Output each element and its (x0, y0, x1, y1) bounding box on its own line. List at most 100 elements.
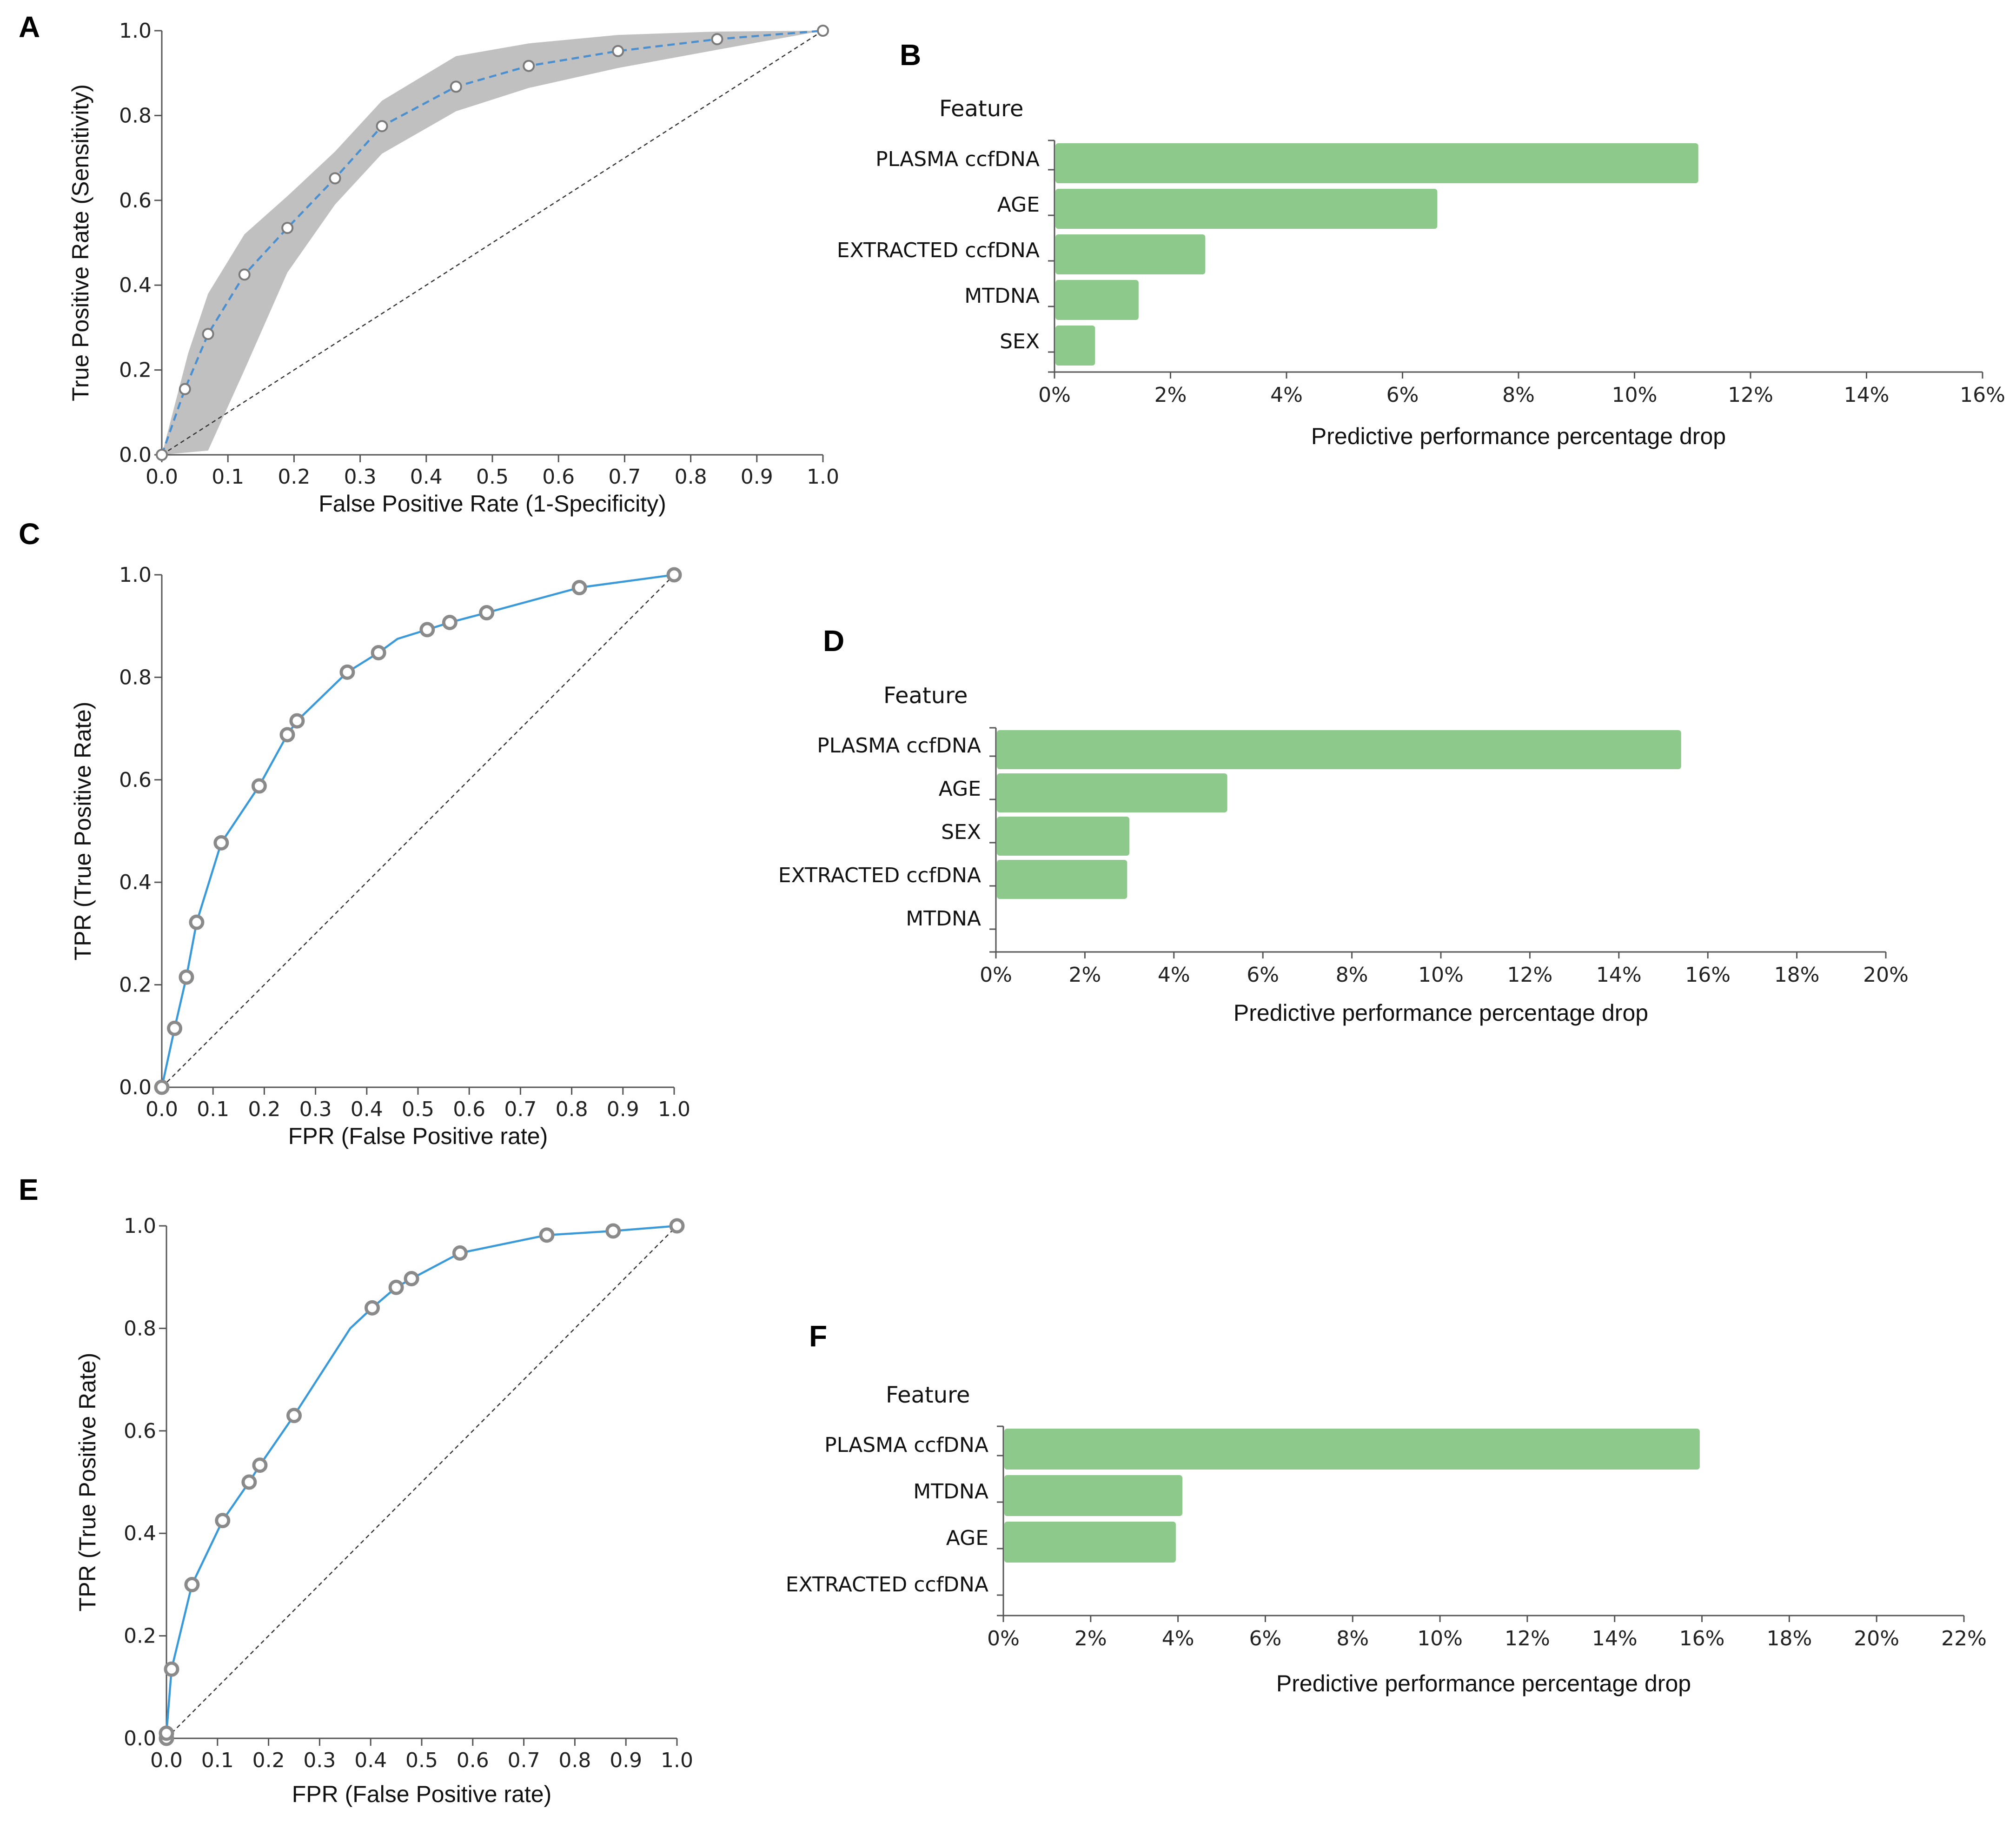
x-tick-label: 0.1 (212, 465, 244, 489)
roc-point (329, 172, 341, 185)
roc-point (419, 622, 435, 638)
y-tick-label: 0.8 (119, 665, 152, 689)
x-tick-label: 14% (1596, 963, 1642, 987)
roc-point (479, 605, 495, 621)
roc-point (817, 25, 829, 37)
feature-bar (997, 773, 1227, 812)
x-tick-label: 0.4 (351, 1098, 383, 1121)
roc-point (241, 1474, 257, 1490)
panel-letter: D (823, 624, 844, 658)
y-axis-title: TPR (True Positive Rate) (74, 1353, 100, 1612)
feature-column-header: Feature (939, 96, 1023, 122)
panel-letter: E (19, 1173, 39, 1206)
roc-point (179, 969, 194, 985)
x-tick-label: 2% (1068, 963, 1101, 987)
x-tick-label: 12% (1507, 963, 1553, 987)
x-tick-label: 0.0 (146, 465, 178, 489)
feature-bar (997, 817, 1130, 856)
feature-bar (1055, 234, 1206, 274)
feature-bar (1055, 143, 1698, 183)
x-axis-title: FPR (False Positive rate) (292, 1781, 551, 1807)
x-tick-label: 0.1 (201, 1749, 234, 1772)
x-tick-label: 0.4 (354, 1749, 387, 1772)
roc-point (289, 713, 305, 729)
roc-point (159, 1725, 174, 1741)
roc-point (184, 1577, 200, 1592)
x-tick-label: 0.7 (508, 1749, 540, 1772)
feature-label: PLASMA ccfDNA (875, 147, 1040, 171)
x-tick-label: 0.4 (410, 465, 443, 489)
roc-point (215, 1513, 231, 1529)
chance-diagonal-line (166, 1225, 677, 1739)
roc-point (571, 580, 587, 596)
x-tick-label: 6% (1247, 963, 1279, 987)
roc-curve-line (165, 1224, 677, 1738)
x-axis-title: FPR (False Positive rate) (288, 1123, 548, 1149)
x-tick-label: 18% (1766, 1627, 1812, 1650)
x-tick-label: 4% (1158, 963, 1190, 987)
y-tick-label: 0.2 (119, 973, 152, 997)
roc-point (371, 645, 386, 661)
x-tick-label: 0.5 (476, 465, 509, 489)
roc-point (156, 449, 168, 461)
y-tick-label: 0.2 (124, 1624, 156, 1648)
roc-point (167, 1020, 183, 1036)
x-tick-label: 0.8 (675, 465, 707, 489)
roc-point (286, 1408, 302, 1424)
x-axis-title: Predictive performance percentage drop (1311, 423, 1726, 449)
y-tick-label: 0.4 (119, 273, 152, 297)
x-tick-label: 0.6 (542, 465, 575, 489)
y-tick-label: 0.0 (119, 443, 152, 467)
x-axis-title: Predictive performance percentage drop (1276, 1670, 1691, 1696)
feature-label: EXTRACTED ccfDNA (837, 239, 1040, 262)
feature-label: SEX (1000, 330, 1040, 353)
x-tick-label: 0.0 (150, 1749, 183, 1772)
x-tick-label: 16% (1960, 383, 2005, 407)
x-tick-label: 10% (1418, 963, 1464, 987)
panel-a-roc-chart: A 0.0 0.1 0.2 0.3 0.4 0.5 0.6 0.7 0.8 0.9 1.0 0.0 0.2… (19, 10, 839, 517)
feature-label: PLASMA ccfDNA (817, 734, 981, 758)
y-tick-label: 0.8 (124, 1317, 156, 1340)
x-tick-label: 1.0 (807, 465, 839, 489)
x-tick-label: 20% (1863, 963, 1909, 987)
x-tick-label: 0.9 (607, 1098, 639, 1121)
x-tick-label: 16% (1679, 1627, 1725, 1650)
roc-point (388, 1279, 404, 1295)
x-tick-label: 0.7 (504, 1098, 537, 1121)
x-tick-label: 4% (1162, 1627, 1194, 1650)
roc-point (189, 914, 205, 930)
roc-point (539, 1227, 555, 1243)
x-tick-label: 0.0 (146, 1098, 178, 1121)
x-tick-label: 6% (1249, 1627, 1282, 1650)
x-tick-label: 0.2 (252, 1749, 285, 1772)
panel-letter: C (19, 517, 40, 551)
roc-curve-line (160, 573, 675, 1088)
roc-point (376, 120, 388, 133)
x-tick-label: 0% (1038, 383, 1071, 407)
x-tick-label: 0.1 (197, 1098, 229, 1121)
x-tick-label: 22% (1941, 1627, 1987, 1650)
feature-bar (1004, 1475, 1183, 1516)
y-tick-label: 0.2 (119, 359, 152, 382)
x-tick-label: 0.9 (741, 465, 773, 489)
x-tick-label: 0% (980, 963, 1012, 987)
feature-label: AGE (939, 777, 981, 801)
confidence-band (162, 31, 823, 455)
x-tick-label: 0.9 (610, 1749, 642, 1772)
panel-e-roc-chart: E 0.0 0.1 0.2 0.3 0.4 0.5 0.6 0.7 0.8 0.9 1.0 0.0 0.2… (19, 1173, 693, 1807)
roc-curve-line (160, 29, 823, 455)
panel-b-feature-importance-chart: B Feature PLASMA ccfDNA AGE EXTRACTED ccfDNA… (837, 38, 2005, 449)
x-tick-label: 1.0 (658, 1098, 690, 1121)
panel-letter: A (19, 10, 40, 44)
panel-letter: F (809, 1319, 827, 1353)
feature-bar (997, 730, 1681, 769)
x-tick-label: 18% (1774, 963, 1820, 987)
x-tick-label: 8% (1502, 383, 1535, 407)
x-axis-title: False Positive Rate (1-Specificity) (318, 491, 666, 517)
feature-label: EXTRACTED ccfDNA (778, 864, 981, 887)
y-tick-label: 0.8 (119, 104, 152, 127)
x-tick-label: 6% (1386, 383, 1419, 407)
roc-point (154, 1079, 170, 1095)
feature-label: SEX (941, 820, 981, 844)
